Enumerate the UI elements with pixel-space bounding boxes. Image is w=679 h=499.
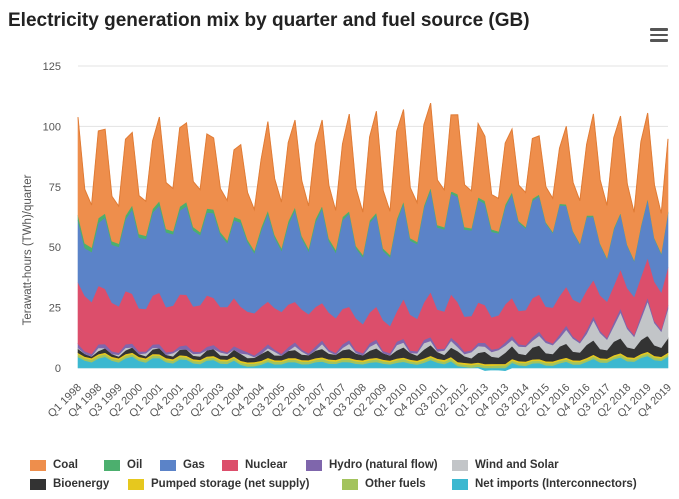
legend-item-gas[interactable]: Gas xyxy=(160,459,205,471)
legend-item-oil[interactable]: Oil xyxy=(104,459,142,471)
y-tick-label: 125 xyxy=(43,61,61,73)
menu-icon[interactable] xyxy=(650,28,668,42)
legend-swatch xyxy=(160,459,176,471)
legend-label: Coal xyxy=(53,459,78,471)
legend-item-wind-and-solar[interactable]: Wind and Solar xyxy=(452,459,559,471)
legend-item-other-fuels[interactable]: Other fuels xyxy=(342,478,426,490)
y-tick-label: 50 xyxy=(49,242,61,254)
legend-item-pumped-storage-net-supply[interactable]: Pumped storage (net supply) xyxy=(128,478,309,490)
legend-label: Hydro (natural flow) xyxy=(329,459,438,471)
legend-swatch xyxy=(306,459,322,471)
y-tick-label: 0 xyxy=(55,363,61,375)
y-axis-label: Terawatt-hours (TWh)/quarter xyxy=(22,174,34,325)
legend-item-nuclear[interactable]: Nuclear xyxy=(222,459,287,471)
legend-label: Oil xyxy=(127,459,143,471)
legend-item-hydro-natural-flow[interactable]: Hydro (natural flow) xyxy=(306,459,438,471)
legend-item-coal[interactable]: Coal xyxy=(30,459,78,471)
legend-label: Other fuels xyxy=(365,478,426,490)
legend-label: Wind and Solar xyxy=(475,459,559,471)
stack-top-line xyxy=(77,102,669,214)
legend-swatch xyxy=(30,459,46,471)
legend-swatch xyxy=(104,459,120,471)
chart-title: Electricity generation mix by quarter an… xyxy=(8,10,530,31)
legend-label: Pumped storage (net supply) xyxy=(151,478,310,490)
legend-item-net-imports-interconnectors[interactable]: Net imports (Interconnectors) xyxy=(452,478,637,490)
legend-label: Bioenergy xyxy=(53,478,110,490)
legend-swatch xyxy=(452,459,468,471)
y-tick-label: 75 xyxy=(49,182,61,194)
legend-swatch xyxy=(128,478,144,490)
legend-swatch xyxy=(30,478,46,490)
y-tick-label: 100 xyxy=(43,121,61,133)
legend-label: Gas xyxy=(183,459,205,471)
y-tick-label: 25 xyxy=(49,303,61,315)
legend-item-bioenergy[interactable]: Bioenergy xyxy=(30,478,109,490)
legend-swatch xyxy=(222,459,238,471)
legend-swatch xyxy=(342,478,358,490)
legend-label: Nuclear xyxy=(245,459,288,471)
legend-swatch xyxy=(452,478,468,490)
legend-label: Net imports (Interconnectors) xyxy=(475,478,637,490)
